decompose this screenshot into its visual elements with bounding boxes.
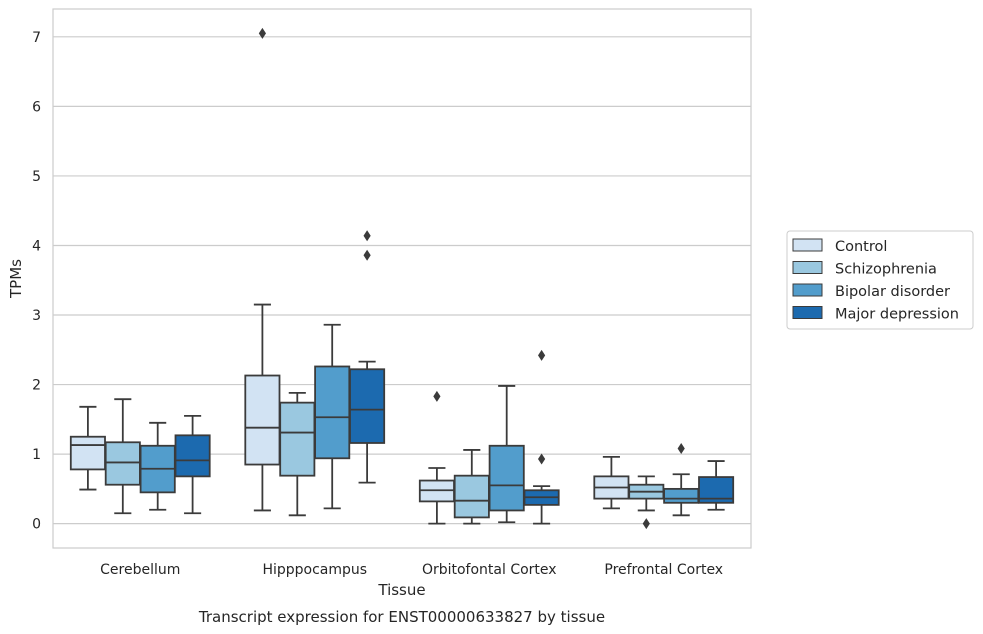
legend: Control Schizophrenia Bipolar disorder Majo… <box>786 230 974 330</box>
y-tick-label: 1 <box>32 447 41 463</box>
box-rect <box>69 435 106 471</box>
box-group <box>523 349 560 525</box>
box-group <box>663 443 700 517</box>
outlier-point <box>538 453 546 465</box>
box-rect <box>174 434 211 478</box>
box-group <box>453 449 490 525</box>
y-axis-title: TPMs <box>7 259 25 299</box>
legend-label: Schizophrenia <box>835 262 937 278</box>
y-tick-label: 5 <box>32 169 41 185</box>
x-tick-label: Cerebellum <box>100 562 180 578</box>
box-rect <box>279 401 316 477</box>
outlier-point <box>433 390 441 402</box>
legend-swatch <box>792 306 823 319</box>
box-group <box>593 455 630 510</box>
y-tick-label: 7 <box>32 30 41 46</box>
box-rect <box>349 368 386 444</box>
box-group <box>698 460 735 511</box>
x-tick-label: Prefrontal Cortex <box>604 562 723 578</box>
outlier-point <box>642 518 650 530</box>
box-group <box>279 392 316 517</box>
box-rect <box>104 441 141 486</box>
outlier-point <box>677 443 685 455</box>
x-axis-ticks: Cerebellum Hipppocampus Orbitofontal Corte… <box>100 562 723 578</box>
box-group <box>244 27 281 512</box>
y-tick-label: 4 <box>32 238 41 254</box>
box-group <box>349 230 386 484</box>
boxes <box>69 27 735 530</box>
box-group <box>628 475 665 530</box>
box-rect <box>244 374 281 466</box>
box-group <box>418 390 455 525</box>
chart-caption: Transcript expression for ENST0000063382… <box>198 608 605 626</box>
box-group <box>314 323 351 510</box>
legend-swatch <box>792 283 823 297</box>
y-tick-label: 3 <box>32 308 41 324</box>
box-group <box>104 398 141 515</box>
legend-label: Major depression <box>835 307 959 323</box>
legend-swatch <box>792 261 823 274</box>
legend-label: Bipolar disorder <box>835 284 950 300</box>
outlier-point <box>258 27 266 39</box>
y-tick-label: 2 <box>32 378 41 394</box>
x-tick-label: Hipppocampus <box>262 562 367 578</box>
outlier-point <box>363 249 371 261</box>
x-axis-title: Tissue <box>377 581 425 599</box>
box-group <box>69 405 106 491</box>
box-rect <box>314 365 351 460</box>
outlier-point <box>363 230 371 242</box>
y-tick-label: 0 <box>32 517 41 533</box>
box-group <box>488 385 525 524</box>
x-tick-label: Orbitofontal Cortex <box>422 562 557 578</box>
y-axis-ticks: 0 1 2 3 4 5 6 7 <box>32 30 41 533</box>
legend-frame <box>786 230 974 330</box>
box-rect <box>663 487 700 504</box>
legend-label: Control <box>835 239 887 255</box>
plot-frame <box>52 8 752 549</box>
legend-swatch <box>792 238 823 252</box>
outlier-point <box>538 349 546 361</box>
box-rect <box>453 474 490 519</box>
box-group <box>139 421 176 511</box>
box-rect <box>488 444 525 512</box>
y-tick-label: 6 <box>32 99 41 115</box>
box-group <box>174 414 211 515</box>
